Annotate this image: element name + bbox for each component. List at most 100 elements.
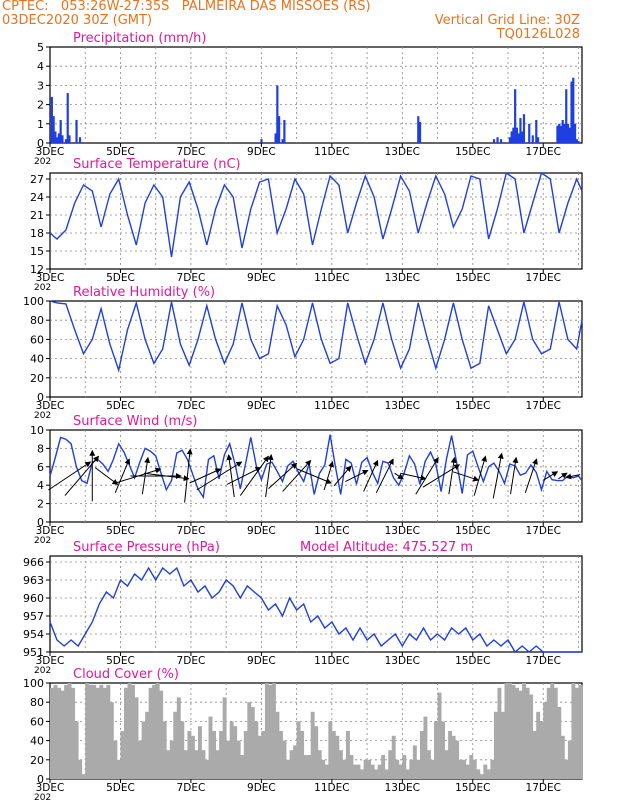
cloud-bar [53,684,58,779]
cloud-bar [271,683,276,779]
cloud-bar [500,711,505,779]
temp-panel [46,171,583,273]
cloud-bar [303,755,308,779]
cloud-bar [391,735,396,779]
cloud-bar [116,759,121,779]
wind-arrow [196,461,243,491]
precip-bar [496,137,499,143]
cloud-bar [426,750,431,779]
cloud-bar [279,731,283,779]
cloud-bar [113,740,118,779]
precip-bar [559,125,563,143]
cloud-bar [85,683,90,779]
wind-arrow [239,455,269,496]
precip-bar [521,131,524,143]
wind-arrow [143,472,190,482]
cloud-bar [553,687,558,779]
cloud-bar [286,759,290,779]
precip-bar [56,137,59,143]
temp-ytick-label: 24 [30,191,44,204]
cloud-bar [377,764,382,779]
precip-xtick-label: 7DEC [177,146,206,158]
pressure-ytick-label: 963 [23,574,44,587]
cloud-bar [522,683,527,779]
cloud-bar [479,774,484,779]
cloud-bar [300,731,305,779]
wind-arrow [48,461,92,491]
precip-bar [283,119,286,143]
cloud-bar [201,750,206,779]
cloud-bar [261,731,266,779]
cloud-bar [546,687,551,779]
header-grid-line: Vertical Grid Line: 30Z [434,13,580,28]
cloud-bar [529,694,534,779]
cloud-bar [152,684,157,779]
cloud-bar [363,759,368,779]
temp-ytick-label: 21 [30,209,44,222]
precip-title: Precipitation (mm/h) [73,31,206,46]
cloud-bar [67,683,72,779]
wind-arrow [452,471,480,482]
precip-bar [575,139,578,143]
cloud-bar [148,687,153,779]
wind-panel [46,429,583,526]
cloud-bar [317,750,322,779]
rh-xtick-label: 17DEC [526,400,561,412]
pressure-ytick-label: 966 [23,556,44,569]
cloud-bar [345,731,350,779]
cloud-bar [102,687,107,779]
precip-ytick-label: 3 [37,79,44,92]
pressure-year-stub: 202 [34,666,51,676]
cloud-bar [451,735,456,779]
wind-xtick-label: 15DEC [455,525,490,537]
wind-ytick-label: 0 [37,516,44,529]
cloud-bar [321,759,326,779]
cloud-bar [219,731,224,779]
cloud-bar [268,684,273,779]
header-date: 03DEC2020 30Z (GMT) [2,13,153,28]
cloud-bar [462,759,467,779]
cloud-bar [173,711,178,779]
cloud-bar [444,750,449,779]
temp-year-stub: 202 [34,283,51,293]
cloud-bar [571,683,576,779]
precip-bar [515,127,519,143]
cloud-bar [60,690,65,779]
cloud-bar [560,735,565,779]
header-line1: CPTEC: 053:26W-27:35S PALMEIRA DAS MISSO… [2,0,371,14]
cloud-bar [183,750,188,779]
precip-bar [566,123,570,143]
precip-bar [418,121,422,143]
wind-arrow [226,454,235,498]
cloud-xtick-label: 11DEC [314,782,349,794]
wind-ytick-label: 6 [37,461,44,474]
precip-bar [558,123,561,143]
rh-ytick-label: 0 [37,391,44,404]
rh-series-line [49,300,583,373]
wind-xtick-label: 17DEC [526,525,561,537]
cloud-bar [328,721,333,779]
cloud-bar [166,750,171,779]
cloud-xtick-label: 9DEC [247,782,276,794]
cloud-xtick-label: 17DEC [526,782,561,794]
cloud-ytick-label: 100 [23,677,44,690]
rh-ytick-label: 60 [30,333,44,346]
wind-series-line [49,434,583,500]
cloud-xtick-label: 5DEC [106,782,135,794]
cloud-bar [293,745,298,779]
pressure-xtick-label: 9DEC [247,655,276,667]
cloud-bar [441,721,445,779]
cloud-bar [310,711,315,779]
precip-bar [64,139,68,143]
cloud-xtick-label: 15DEC [455,782,490,794]
temp-ytick-label: 18 [30,227,44,240]
wind-title: Surface Wind (m/s) [73,414,197,429]
precip-bar [572,77,575,143]
wind-xtick-label: 13DEC [385,525,420,537]
wind-arrow [64,455,100,496]
cloud-bar [307,755,312,779]
precip-frame [49,46,583,144]
precip-xtick-label: 3DEC [36,146,65,158]
cloud-bar [360,769,364,779]
